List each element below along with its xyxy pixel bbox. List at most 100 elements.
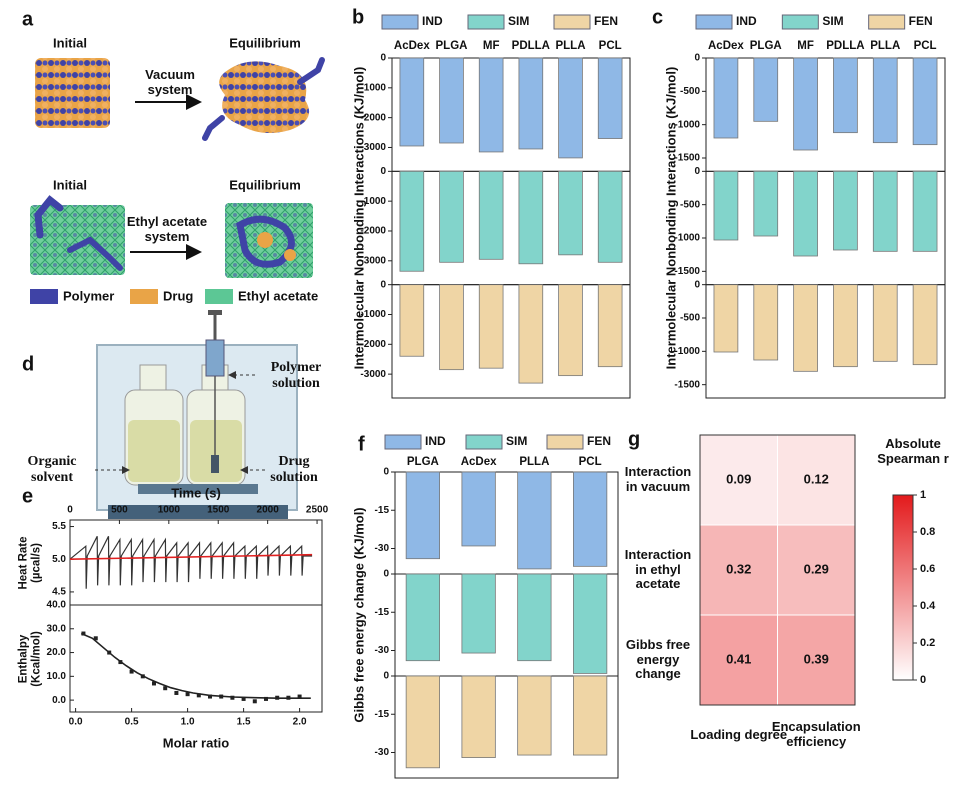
y-axis-label: Gibbs free energy change (KJ/mol) — [351, 507, 366, 722]
y-tick-label: -500 — [680, 313, 700, 324]
heatmap-cell — [777, 524, 856, 616]
y-tick-label: -15 — [375, 505, 390, 516]
y-tick-label: -2000 — [360, 339, 386, 350]
molecule-cluster — [219, 61, 310, 134]
data-point — [129, 669, 134, 674]
needle-tip — [211, 455, 219, 473]
y-tick-label: -30 — [375, 543, 390, 554]
x-tick-label: PLGA — [436, 40, 468, 52]
x-tick-label: PDLLA — [512, 40, 550, 52]
x-tick-label: 500 — [111, 505, 128, 516]
data-point — [163, 686, 168, 691]
y-tick-label: -15 — [375, 607, 390, 618]
bar — [405, 573, 440, 662]
y-tick-label: 0 — [383, 467, 389, 478]
syringe-barrel — [205, 339, 225, 377]
bath-base — [108, 505, 288, 519]
plot-frame — [391, 284, 631, 399]
bottle-neck — [139, 364, 167, 391]
y-tick-label: 40.0 — [47, 600, 67, 611]
legend-swatch — [465, 434, 503, 450]
data-line — [80, 632, 311, 699]
x-tick-label: PCL — [579, 456, 602, 468]
data-point — [152, 681, 156, 686]
bar — [713, 284, 739, 353]
y-tick-label: 0 — [380, 53, 386, 64]
column-label: Encapsulation efficiency — [771, 719, 861, 749]
bar — [872, 170, 898, 252]
x-tick-label: MF — [483, 40, 500, 52]
legend-label: SIM — [508, 14, 529, 28]
y-tick-label: -3000 — [360, 255, 386, 266]
heatmap-cell — [699, 614, 778, 706]
y-tick-label: 0 — [694, 279, 700, 290]
bottle-liquid — [190, 420, 242, 482]
bar — [833, 170, 858, 251]
y-tick-label: 20.0 — [47, 647, 67, 658]
bar — [833, 284, 858, 368]
state-label: Equilibrium — [229, 177, 301, 192]
polymer-chain — [202, 115, 225, 141]
bar — [597, 284, 623, 368]
panel-label: a — [22, 8, 34, 30]
plot-frame — [394, 675, 619, 779]
y-tick-label: 0 — [380, 279, 386, 290]
x-tick-label: 0 — [67, 505, 73, 516]
y-tick-label: -500 — [680, 86, 700, 97]
y-tick-label: -1500 — [674, 379, 700, 390]
bar — [713, 57, 739, 139]
y-tick-label: -3000 — [360, 142, 386, 153]
bar — [461, 675, 496, 758]
bar — [478, 57, 504, 153]
drug-cluster — [284, 249, 296, 261]
heatmap-cell — [699, 524, 778, 616]
y-tick-label: 0.0 — [52, 695, 66, 706]
polymer-chain — [297, 57, 325, 85]
legend-label: Ethyl acetate — [238, 288, 318, 303]
x-tick-label: 0.0 — [69, 717, 83, 728]
y-tick-label: -1000 — [674, 119, 700, 130]
data-point — [297, 694, 302, 699]
x-tick-label: 1000 — [158, 505, 181, 516]
legend-swatch — [384, 434, 422, 450]
colorbar — [892, 494, 914, 681]
legend-swatch — [205, 289, 233, 304]
bar — [478, 170, 504, 260]
legend-swatch — [381, 14, 419, 30]
x-tick-label: PLLA — [870, 40, 900, 52]
bar — [517, 573, 552, 662]
cell-label: 0.32 — [726, 561, 751, 576]
bar — [518, 170, 544, 265]
data-line — [69, 536, 313, 589]
bar — [518, 57, 544, 150]
cell-label: 0.09 — [726, 471, 751, 486]
annotation: Drug solution — [270, 453, 318, 485]
y-tick-label: 0 — [383, 671, 389, 682]
solvent-box — [30, 205, 125, 275]
bar — [478, 284, 504, 369]
cell-label: 0.12 — [804, 471, 829, 486]
panel-label: d — [22, 353, 34, 375]
column-label: Loading degree — [690, 726, 788, 742]
state-label: Equilibrium — [229, 35, 301, 50]
plot-frame — [391, 170, 631, 286]
x-tick-label: PLLA — [519, 456, 549, 468]
x-tick-label: AcDex — [394, 40, 430, 52]
bar — [517, 471, 552, 570]
x-axis-label: Time (s) — [171, 485, 221, 500]
y-tick-label: 10.0 — [47, 671, 67, 682]
colorbar-tick-label: 0.4 — [920, 600, 936, 612]
legend-swatch — [553, 14, 591, 30]
y-tick-label: -1000 — [360, 309, 386, 320]
y-tick-label: -15 — [375, 709, 390, 720]
bar — [912, 170, 938, 252]
bar — [405, 471, 440, 560]
legend-swatch — [546, 434, 584, 450]
legend-swatch — [868, 14, 906, 30]
y-tick-label: 5.5 — [52, 521, 66, 532]
polymer-chain — [236, 215, 295, 268]
y-axis-label: Intermolecular Nonbonding Interactions (… — [351, 67, 366, 370]
heatmap-frame — [699, 434, 856, 706]
bar — [405, 675, 440, 769]
